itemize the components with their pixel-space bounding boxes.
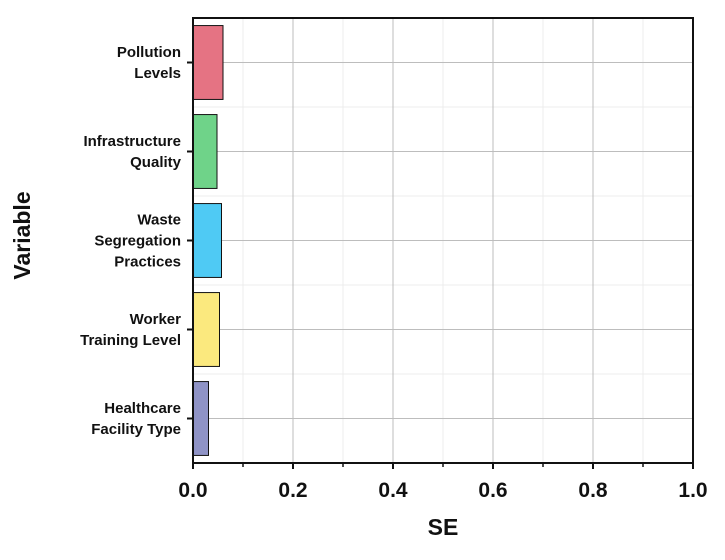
category-label-line: Infrastructure — [83, 133, 181, 150]
category-label-line: Training Level — [80, 332, 181, 349]
category-label: Pollution Levels — [117, 44, 181, 82]
category-label: Waste Segregation Practices — [94, 212, 181, 271]
category-label-line: Quality — [130, 154, 182, 171]
bar — [192, 203, 222, 278]
bars — [192, 25, 224, 456]
category-label-line: Worker — [130, 311, 182, 328]
x-tick-labels: 0.0 0.2 0.4 0.6 0.8 1.0 — [178, 479, 707, 502]
x-axis-title: SE — [428, 514, 459, 540]
bar — [192, 114, 218, 189]
x-tick-label: 0.4 — [378, 479, 408, 502]
x-tick-label: 0.8 — [578, 479, 608, 502]
category-label-line: Practices — [114, 254, 181, 271]
major-grid — [193, 18, 693, 463]
bar — [192, 292, 220, 367]
x-tick-label: 0.2 — [278, 479, 307, 502]
bar — [192, 25, 224, 100]
category-label-line: Pollution — [117, 44, 181, 61]
category-label-line: Waste — [137, 212, 181, 229]
category-label: Healthcare Facility Type — [91, 400, 181, 438]
category-label-line: Facility Type — [91, 421, 181, 438]
category-label-line: Segregation — [94, 233, 181, 250]
category-label-line: Levels — [134, 65, 181, 82]
x-tick-label: 0.6 — [478, 479, 507, 502]
x-tick-label: 1.0 — [678, 479, 707, 502]
axis-ticks — [187, 61, 694, 469]
category-label-line: Healthcare — [104, 400, 181, 417]
category-label: Infrastructure Quality — [83, 133, 181, 171]
bar — [192, 381, 209, 456]
category-label: Worker Training Level — [80, 311, 181, 349]
y-axis-title: Variable — [9, 191, 35, 279]
category-labels: Pollution Levels Infrastructure Quality Wast… — [80, 44, 182, 438]
x-tick-label: 0.0 — [178, 479, 207, 502]
